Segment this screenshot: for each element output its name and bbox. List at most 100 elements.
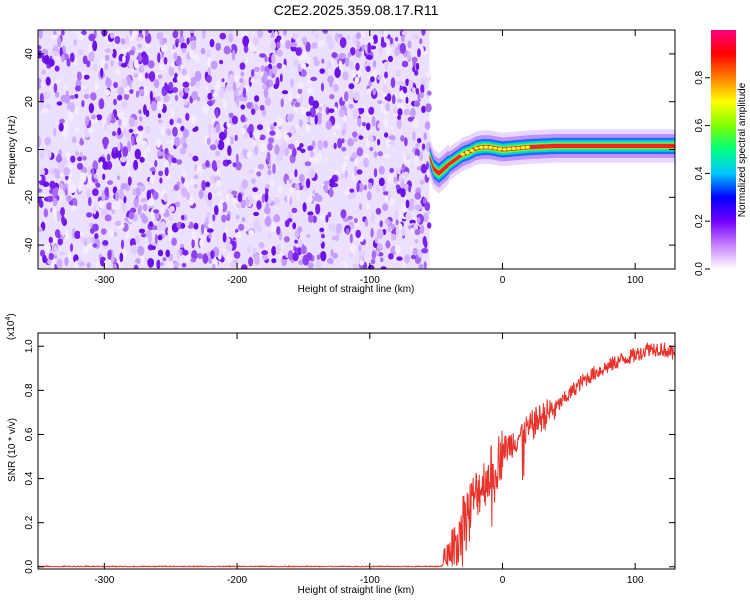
noise-blob — [424, 201, 431, 211]
noise-blob — [200, 224, 205, 235]
noise-blob — [323, 180, 331, 185]
noise-blob — [86, 236, 93, 244]
noise-blob — [242, 87, 247, 98]
noise-blob — [375, 183, 381, 193]
noise-blob — [391, 233, 397, 241]
colorbar-tick-label: 0.2 — [694, 214, 705, 228]
noise-blob — [137, 89, 145, 96]
noise-blob — [114, 220, 122, 226]
noise-blob — [87, 166, 91, 176]
noise-blob — [71, 136, 77, 144]
noise-blob — [287, 218, 293, 223]
x-tick-label: 100 — [627, 575, 644, 586]
noise-blob — [122, 128, 128, 138]
noise-blob — [182, 249, 189, 256]
noise-blob — [68, 251, 72, 261]
noise-blob — [82, 246, 89, 255]
noise-blob — [227, 188, 233, 196]
noise-blob — [314, 192, 320, 202]
noise-blob — [412, 117, 419, 129]
noise-blob — [128, 49, 135, 56]
noise-blob — [133, 58, 139, 69]
noise-blob — [104, 214, 112, 222]
noise-blob — [384, 44, 392, 56]
noise-blob — [253, 74, 258, 79]
noise-blob — [426, 209, 431, 216]
noise-blob — [203, 190, 208, 201]
noise-blob — [129, 36, 136, 42]
noise-blob — [354, 165, 358, 177]
noise-blob — [419, 179, 425, 185]
noise-blob — [417, 137, 422, 144]
noise-blob — [380, 257, 384, 263]
noise-blob — [228, 74, 235, 85]
x-tick-label: -200 — [227, 575, 247, 586]
noise-blob — [334, 106, 338, 112]
noise-blob — [240, 30, 245, 37]
noise-blob — [62, 156, 67, 166]
noise-blob — [257, 124, 263, 131]
signal-peak — [516, 146, 521, 150]
noise-blob — [240, 264, 248, 269]
noise-blob — [44, 243, 52, 253]
y-tick-label: 40 — [24, 48, 35, 60]
noise-blob — [309, 150, 314, 158]
noise-blob — [237, 192, 243, 203]
noise-blob — [417, 48, 421, 58]
noise-blob — [208, 232, 212, 239]
noise-blob — [265, 202, 269, 213]
noise-blob — [39, 169, 45, 175]
noise-blob — [250, 108, 256, 115]
noise-blob — [144, 30, 149, 36]
noise-blob — [298, 259, 304, 266]
noise-blob — [365, 122, 371, 131]
y-tick-label: 0.4 — [24, 471, 35, 485]
noise-blob — [379, 220, 383, 228]
noise-blob — [136, 134, 143, 145]
noise-blob — [59, 118, 65, 124]
noise-blob — [77, 181, 83, 192]
noise-blob — [127, 140, 131, 152]
noise-blob — [307, 211, 314, 216]
noise-blob — [159, 177, 163, 184]
noise-blob — [355, 62, 360, 71]
noise-blob — [421, 105, 426, 113]
noise-blob — [98, 98, 105, 110]
noise-blob — [48, 252, 54, 261]
noise-blob — [251, 178, 256, 184]
noise-blob — [88, 51, 95, 62]
noise-blob — [367, 135, 374, 143]
noise-blob — [112, 48, 117, 59]
noise-blob — [184, 85, 189, 94]
noise-blob — [411, 87, 416, 93]
noise-blob — [412, 247, 418, 255]
noise-blob — [363, 157, 369, 168]
noise-blob — [397, 98, 403, 103]
noise-blob — [356, 32, 361, 40]
noise-blob — [276, 62, 283, 69]
noise-blob — [222, 232, 227, 243]
noise-blob — [304, 123, 311, 134]
noise-blob — [299, 143, 304, 148]
noise-blob — [163, 94, 170, 103]
noise-blob — [269, 130, 276, 136]
noise-blob — [182, 81, 190, 88]
noise-blob — [280, 98, 284, 108]
noise-blob — [52, 206, 57, 216]
noise-blob — [252, 247, 257, 255]
noise-blob — [312, 215, 317, 224]
noise-blob — [74, 127, 80, 133]
noise-blob — [114, 36, 121, 44]
noise-blob — [271, 245, 277, 256]
noise-blob — [306, 195, 313, 203]
noise-blob — [342, 71, 349, 81]
noise-blob — [181, 47, 187, 54]
noise-blob — [210, 60, 218, 70]
noise-blob — [270, 40, 276, 51]
noise-blob — [376, 228, 384, 239]
noise-blob — [421, 30, 426, 36]
noise-blob — [98, 200, 105, 209]
noise-blob — [349, 243, 357, 254]
noise-blob — [130, 244, 138, 255]
noise-blob — [376, 242, 383, 250]
